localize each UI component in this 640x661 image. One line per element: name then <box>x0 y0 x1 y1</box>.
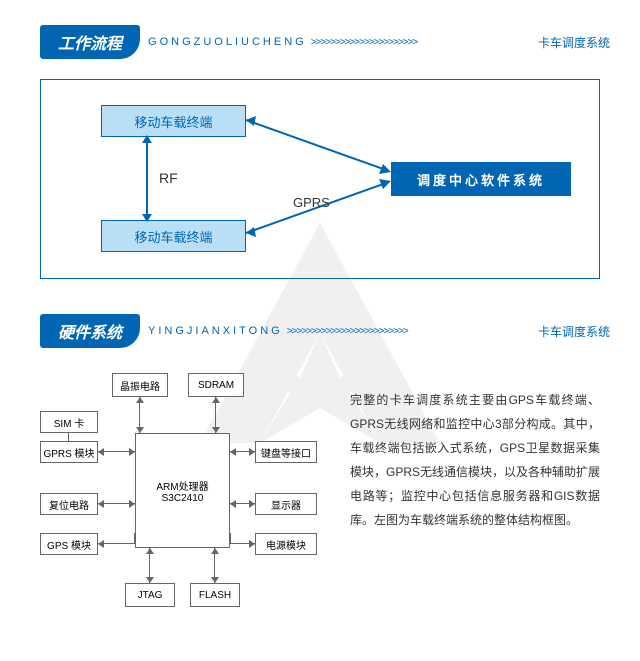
section2-pinyin: YINGJIANXITONG <box>148 325 283 337</box>
node-terminal2: 移动车载终端 <box>101 220 246 252</box>
section2-header: 硬件系统 YINGJIANXITONG >>>>>>>>>>>>>>>>>>>>… <box>40 314 640 348</box>
hardware-description: 完整的卡车调度系统主要由GPS车载终端、GPRS无线网络和监控中心3部分构成。其… <box>330 363 610 623</box>
hw-gprs: GPRS 模块 <box>40 441 98 463</box>
section1-pinyin: GONGZUOLIUCHENG <box>148 36 307 48</box>
section1-header: 工作流程 GONGZUOLIUCHENG >>>>>>>>>>>>>>>>>>>… <box>40 25 640 59</box>
hw-crystal: 晶振电路 <box>112 373 168 397</box>
hardware-section: ARM处理器 S3C2410 晶振电路 SDRAM SIM 卡 GPRS 模块 … <box>30 363 610 623</box>
section1-suffix: 卡车调度系统 <box>538 34 610 51</box>
node-terminal1: 移动车载终端 <box>101 105 246 137</box>
edge-rf-arrow-up <box>142 135 152 143</box>
edge-rf-arrow-down <box>142 214 152 222</box>
edge-rf-line <box>146 137 148 220</box>
hw-cpu: ARM处理器 S3C2410 <box>135 433 230 548</box>
hw-flash: FLASH <box>190 583 240 607</box>
node-center: 调度中心软件系统 <box>391 162 571 196</box>
hw-sim: SIM 卡 <box>40 411 98 433</box>
hw-jtag: JTAG <box>125 583 175 607</box>
section2-suffix: 卡车调度系统 <box>538 323 610 340</box>
hw-display: 显示器 <box>255 493 317 515</box>
hw-keyboard: 键盘等接口 <box>255 441 317 463</box>
section1-chevrons: >>>>>>>>>>>>>>>>>>>>>> <box>311 37 532 48</box>
hw-cpu-line2: S3C2410 <box>162 493 204 504</box>
hardware-diagram: ARM处理器 S3C2410 晶振电路 SDRAM SIM 卡 GPRS 模块 … <box>30 363 330 623</box>
hw-cpu-line1: ARM处理器 <box>156 478 208 493</box>
section2-chevrons: >>>>>>>>>>>>>>>>>>>>>>>>> <box>287 326 532 337</box>
edge-rf-label: RF <box>159 170 178 186</box>
workflow-diagram: 移动车载终端 移动车载终端 调度中心软件系统 RF GPRS <box>40 79 600 279</box>
edge-gprs-label: GPRS <box>293 195 330 210</box>
section2-badge: 硬件系统 <box>40 314 140 348</box>
hw-reset: 复位电路 <box>40 493 98 515</box>
hw-gps: GPS 模块 <box>40 533 98 555</box>
edge-t1-center <box>246 115 396 175</box>
hw-sdram: SDRAM <box>188 373 244 397</box>
hw-power: 电源模块 <box>255 533 317 555</box>
section1-badge: 工作流程 <box>40 25 140 59</box>
